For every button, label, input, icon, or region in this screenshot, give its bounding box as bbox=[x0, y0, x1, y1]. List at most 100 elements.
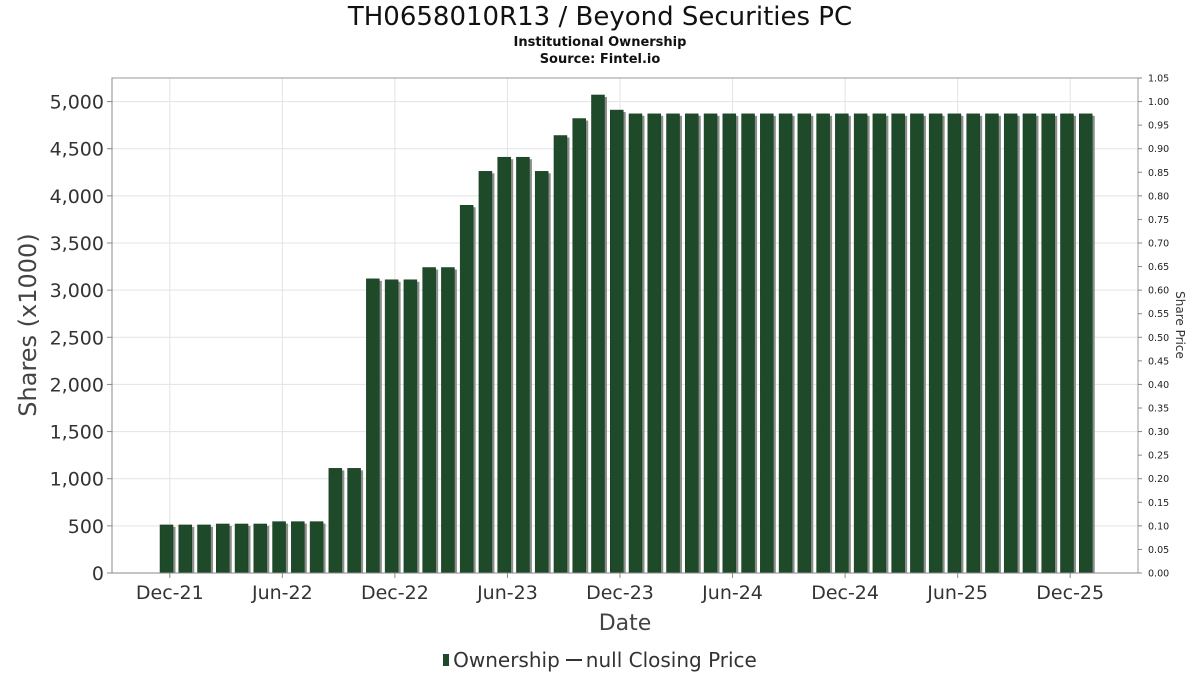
ownership-bar bbox=[422, 267, 436, 574]
x-axis-label: Date bbox=[599, 611, 652, 636]
y2-tick-label: 0.10 bbox=[1148, 521, 1169, 532]
ownership-bar bbox=[853, 113, 868, 574]
ownership-bar bbox=[722, 113, 737, 574]
ownership-bar bbox=[197, 524, 211, 574]
y2-tick-label: 0.65 bbox=[1148, 262, 1169, 273]
ownership-bar bbox=[891, 113, 905, 574]
y-axis-label: Shares (x1000) bbox=[14, 233, 42, 416]
y2-tick-label: 0.00 bbox=[1148, 569, 1169, 580]
y2-axis: 0.00 0.05 0.10 0.15 0.20 0.25 0.30 0.35 0.40 0.45… bbox=[1138, 74, 1169, 580]
ownership-bar bbox=[628, 113, 643, 574]
ownership-bar bbox=[178, 524, 193, 574]
x-axis: Dec-21 Jun-22 Dec-22 Jun-23 Dec-23 Jun-24 Dec-… bbox=[107, 572, 1138, 604]
x-tick-label: Dec-22 bbox=[361, 582, 429, 604]
legend-ownership-label: Ownership bbox=[453, 648, 560, 672]
ownership-bar bbox=[1060, 113, 1074, 574]
ownership-bar bbox=[928, 113, 943, 574]
ownership-bar bbox=[666, 113, 680, 574]
ownership-bar bbox=[366, 278, 380, 574]
ownership-bar bbox=[459, 205, 474, 574]
y2-tick-label: 0.85 bbox=[1148, 168, 1169, 179]
y2-axis-label: Share Price bbox=[1173, 291, 1187, 359]
y-tick-label: 4,000 bbox=[50, 186, 104, 208]
x-tick-label: Jun-24 bbox=[701, 582, 763, 604]
ownership-bar bbox=[1003, 113, 1018, 574]
y2-tick-label: 0.55 bbox=[1148, 309, 1169, 320]
ownership-bar bbox=[835, 113, 849, 574]
ownership-bar bbox=[347, 468, 361, 574]
y2-tick-label: 0.35 bbox=[1148, 404, 1169, 415]
chart-title: TH0658010R13 / Beyond Securities PC bbox=[347, 2, 853, 32]
y2-tick-label: 0.50 bbox=[1148, 333, 1169, 344]
y-tick-label: 1,500 bbox=[50, 422, 104, 444]
ownership-bar bbox=[384, 279, 399, 574]
ownership-bar bbox=[778, 113, 793, 574]
ownership-bar bbox=[816, 113, 830, 574]
ownership-bar bbox=[253, 523, 268, 574]
y2-tick-label: 0.80 bbox=[1148, 191, 1169, 202]
ownership-bar bbox=[441, 267, 455, 574]
ownership-bar bbox=[553, 135, 568, 574]
ownership-bar bbox=[985, 113, 999, 574]
y2-tick-label: 0.30 bbox=[1148, 427, 1169, 438]
ownership-bar bbox=[328, 468, 343, 574]
ownership-bar bbox=[741, 113, 755, 574]
ownership-bar bbox=[516, 156, 530, 574]
y2-tick-label: 0.45 bbox=[1148, 356, 1169, 367]
y2-tick-label: 0.60 bbox=[1148, 286, 1169, 297]
ownership-bar bbox=[1078, 113, 1093, 574]
ownership-bar bbox=[966, 113, 980, 574]
y2-tick-label: 0.90 bbox=[1148, 144, 1169, 155]
x-tick-label: Jun-23 bbox=[476, 582, 538, 604]
y-tick-label: 2,000 bbox=[50, 374, 104, 396]
y-tick-label: 4,500 bbox=[50, 139, 104, 161]
x-tick-label: Dec-25 bbox=[1036, 582, 1104, 604]
ownership-bar bbox=[760, 113, 774, 574]
x-tick-label: Jun-22 bbox=[251, 582, 313, 604]
ownership-bar bbox=[234, 523, 249, 574]
ownership-bar bbox=[572, 118, 586, 574]
y2-tick-label: 0.15 bbox=[1148, 498, 1169, 509]
legend: Ownership null Closing Price bbox=[0, 648, 1200, 672]
y-axis: 0 500 1,000 1,500 2,000 2,500 3,000 3,500 4,000 4… bbox=[50, 78, 113, 585]
ownership-bar bbox=[685, 113, 699, 574]
ownership-bar bbox=[609, 109, 624, 574]
y-tick-label: 3,000 bbox=[50, 280, 104, 302]
ownership-bar bbox=[309, 521, 324, 574]
y-tick-label: 0 bbox=[92, 563, 104, 585]
ownership-bar bbox=[647, 113, 662, 574]
chart-source: Source: Fintel.io bbox=[539, 52, 661, 67]
legend-price-label: null Closing Price bbox=[585, 648, 757, 672]
y-tick-label: 500 bbox=[68, 516, 104, 538]
ownership-bar bbox=[591, 94, 605, 574]
y-tick-label: 1,000 bbox=[50, 469, 104, 491]
y2-tick-label: 0.25 bbox=[1148, 451, 1169, 462]
y-tick-label: 3,500 bbox=[50, 233, 104, 255]
y2-tick-label: 1.05 bbox=[1148, 74, 1169, 85]
y2-tick-label: 0.70 bbox=[1148, 239, 1169, 250]
y2-tick-label: 0.05 bbox=[1148, 545, 1169, 556]
ownership-bar bbox=[534, 171, 549, 574]
ownership-bar bbox=[216, 523, 230, 574]
y2-tick-label: 1.00 bbox=[1148, 97, 1169, 108]
ownership-bar bbox=[159, 524, 174, 574]
x-tick-label: Dec-23 bbox=[586, 582, 654, 604]
ownership-bar bbox=[872, 113, 887, 574]
ownership-bar bbox=[478, 171, 493, 574]
y2-tick-label: 0.95 bbox=[1148, 121, 1169, 132]
ownership-bars bbox=[159, 94, 1095, 574]
legend-ownership-swatch bbox=[443, 654, 450, 666]
y2-tick-label: 0.40 bbox=[1148, 380, 1169, 391]
y2-tick-label: 0.20 bbox=[1148, 474, 1169, 485]
y2-tick-label: 0.75 bbox=[1148, 215, 1169, 226]
ownership-bar bbox=[947, 113, 962, 574]
ownership-bar bbox=[291, 521, 305, 574]
ownership-bar bbox=[910, 113, 924, 574]
x-tick-label: Dec-24 bbox=[811, 582, 879, 604]
x-tick-label: Dec-21 bbox=[136, 582, 204, 604]
ownership-bar bbox=[403, 279, 418, 574]
ownership-bar bbox=[272, 521, 286, 574]
legend-price-line bbox=[565, 659, 582, 661]
ownership-bar bbox=[1022, 113, 1037, 574]
